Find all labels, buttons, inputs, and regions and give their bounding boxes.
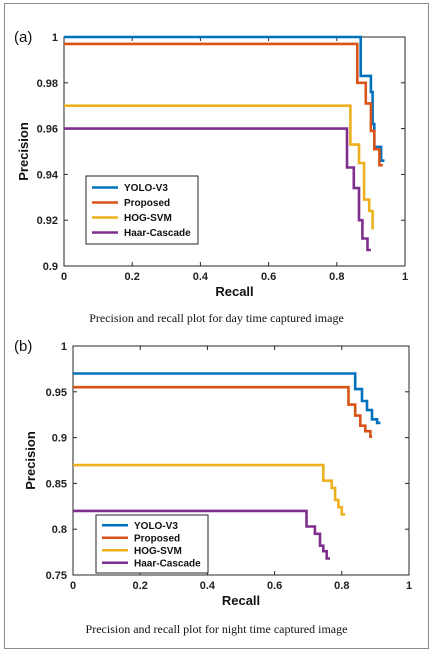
y-tick-label: 0.94	[37, 169, 59, 181]
legend-entry: Proposed	[134, 533, 180, 544]
series-line-proposed	[64, 42, 383, 167]
y-tick-label: 0.9	[52, 433, 67, 445]
x-tick-label: 0.6	[267, 580, 282, 592]
chart-panel-1: (a) 0 0.2 0.4 0.6 0.8 1 0.9 0.92 0.94 0.96 0.98 1 Rec…	[14, 29, 408, 299]
x-tick-label: 0.2	[133, 580, 148, 592]
chart-panel-2: (b) 0 0.2 0.4 0.6 0.8 1 0.75 0.8 0.85 0.9 0.95 1 Reca…	[14, 338, 412, 608]
panel-label: (a)	[14, 29, 32, 46]
legend-entry: Haar-Cascade	[124, 228, 191, 239]
x-tick-label: 0	[61, 271, 67, 283]
y-tick-label: 0.96	[37, 124, 58, 136]
caption-day: Precision and recall plot for day time c…	[89, 311, 344, 325]
y-tick-label: 1	[52, 32, 58, 44]
legend-entry: YOLO-V3	[134, 521, 178, 532]
x-tick-label: 0.8	[329, 271, 344, 283]
y-tick-label: 1	[61, 341, 67, 353]
figure-frame	[4, 3, 429, 649]
x-tick-label: 0.4	[193, 271, 209, 283]
legend-entry: HOG-SVM	[134, 546, 182, 557]
series-line-yolo-v3	[64, 35, 385, 162]
y-axis-label: Precision	[23, 431, 38, 490]
caption-night: Precision and recall plot for night time…	[85, 622, 348, 636]
x-tick-label: 0.4	[200, 580, 216, 592]
legend-entry: Haar-Cascade	[134, 558, 201, 569]
series-line-proposed	[73, 385, 372, 439]
y-tick-label: 0.85	[46, 478, 67, 490]
x-tick-label: 0.6	[261, 271, 276, 283]
y-tick-label: 0.95	[46, 387, 67, 399]
y-tick-label: 0.75	[46, 570, 67, 582]
legend-entry: YOLO-V3	[124, 183, 168, 194]
y-axis-label: Precision	[16, 122, 31, 181]
legend-entry: HOG-SVM	[124, 213, 172, 224]
legend-entry: Proposed	[124, 198, 170, 209]
series-line-haar-cascade	[73, 509, 330, 560]
y-tick-label: 0.8	[52, 524, 67, 536]
x-tick-label: 1	[406, 580, 412, 592]
y-tick-label: 0.9	[43, 261, 58, 273]
x-axis-label: Recall	[215, 284, 253, 299]
series-line-hog-svm	[73, 463, 346, 516]
x-tick-label: 0.2	[125, 271, 140, 283]
y-tick-label: 0.98	[37, 78, 58, 90]
x-axis-label: Recall	[222, 593, 260, 608]
panel-label: (b)	[14, 338, 32, 355]
x-tick-label: 0	[70, 580, 76, 592]
series-line-hog-svm	[64, 104, 374, 230]
series-line-haar-cascade	[64, 127, 371, 252]
series-line-yolo-v3	[73, 372, 381, 425]
y-tick-label: 0.92	[37, 215, 58, 227]
x-tick-label: 0.8	[334, 580, 349, 592]
x-tick-label: 1	[402, 271, 408, 283]
